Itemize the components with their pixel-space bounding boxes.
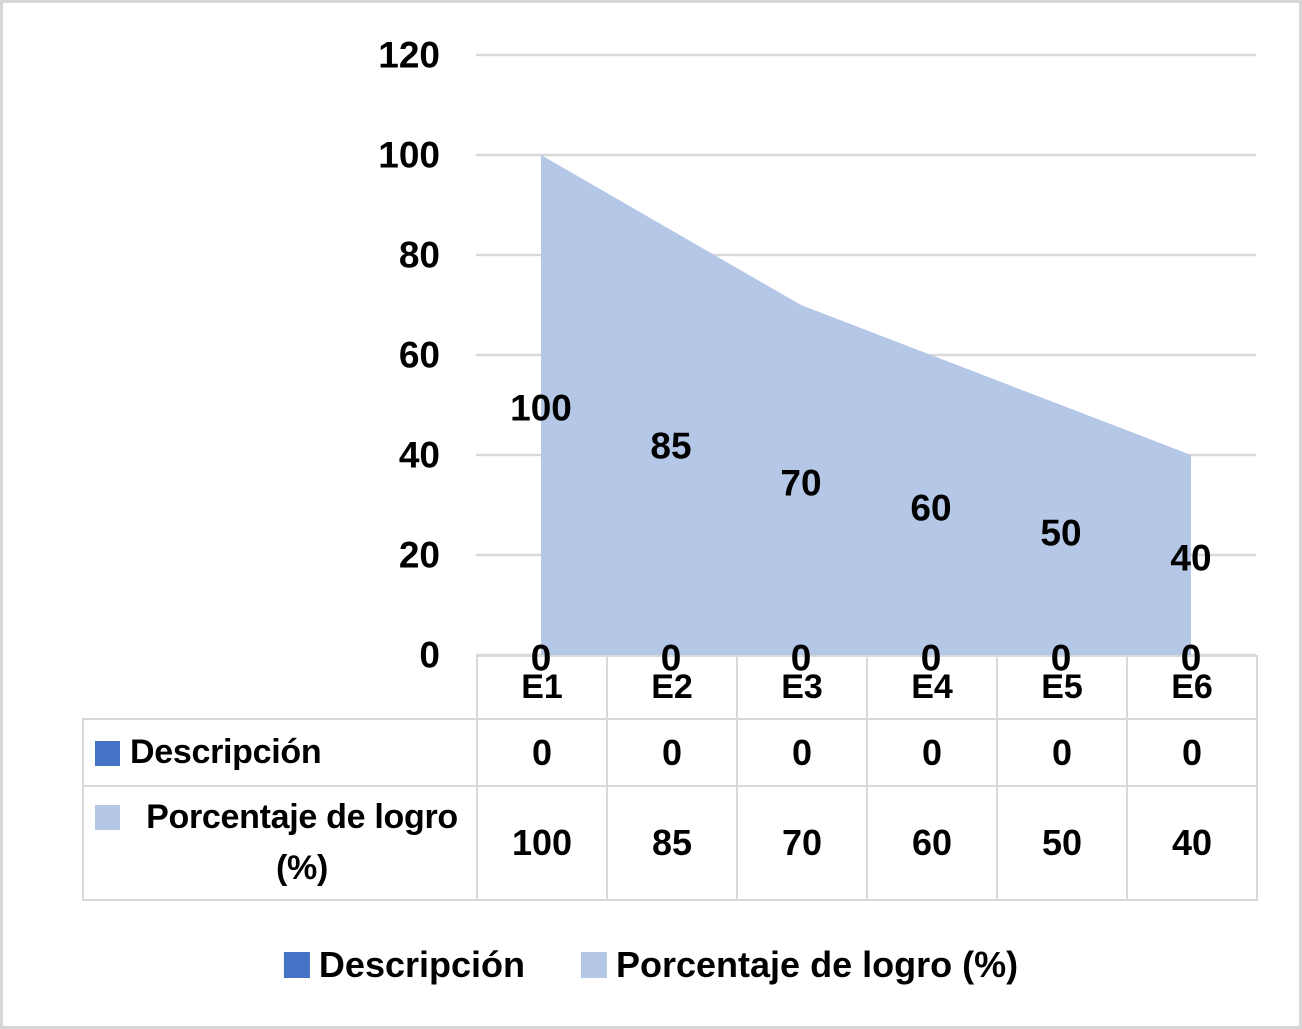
data-label-porcentaje-de-logro: 50 — [1040, 512, 1082, 554]
category-header-e4: E4 — [866, 655, 998, 720]
series-name: Descripción — [130, 733, 322, 771]
table-value-cell: 50 — [996, 785, 1128, 901]
series-row-label: Descripción — [82, 718, 478, 787]
legend-item-descripcion[interactable]: Descripción — [283, 944, 525, 986]
table-value-cell: 0 — [1126, 718, 1258, 787]
data-label-porcentaje-de-logro: 40 — [1170, 537, 1212, 579]
table-header-row: E1 E2 E3 E4 E5 E6 — [83, 655, 1258, 720]
y-axis-tick-label: 80 — [398, 234, 440, 276]
legend-swatch — [581, 952, 607, 978]
category-header-e5: E5 — [996, 655, 1128, 720]
table-value-cell: 0 — [996, 718, 1128, 787]
y-axis-tick-label: 100 — [378, 134, 440, 176]
data-label-descripcion: 0 — [1050, 637, 1072, 679]
table-value-cell: 0 — [476, 718, 608, 787]
table-value-cell: 85 — [606, 785, 738, 901]
category-header-e3: E3 — [736, 655, 868, 720]
table-row-porcentaje-de-logro: Porcentaje de logro (%) 100 85 70 60 50 40 — [82, 785, 1258, 901]
table-corner-blank — [83, 656, 477, 719]
y-axis-tick-label: 0 — [419, 634, 440, 676]
category-header-e1: E1 — [476, 655, 608, 720]
table-value-cell: 40 — [1126, 785, 1258, 901]
legend-label: Descripción — [318, 944, 525, 985]
legend-item-porcentaje-de-logro[interactable]: Porcentaje de logro (%) — [581, 944, 1018, 986]
y-axis-tick-label: 20 — [398, 534, 440, 576]
data-label-porcentaje-de-logro: 100 — [510, 387, 572, 429]
plot-area — [476, 53, 1256, 657]
table-value-cell: 60 — [866, 785, 998, 901]
category-header-e6: E6 — [1126, 655, 1258, 720]
table-value-cell: 0 — [606, 718, 738, 787]
data-label-porcentaje-de-logro: 60 — [910, 487, 952, 529]
data-label-porcentaje-de-logro: 85 — [650, 425, 692, 466]
legend-swatch — [283, 952, 310, 978]
legend-key-swatch — [95, 740, 120, 766]
data-label-descripcion: 0 — [1180, 637, 1202, 679]
table-value-cell: 70 — [736, 785, 868, 901]
data-label-descripcion: 0 — [530, 637, 552, 679]
data-label-descripcion: 0 — [920, 637, 942, 679]
y-axis-tick-label: 60 — [398, 334, 440, 376]
data-label-porcentaje-de-logro: 70 — [780, 462, 822, 504]
data-label-descripcion: 0 — [790, 637, 812, 679]
legend-label: Porcentaje de logro (%) — [616, 944, 1019, 985]
area-series-porcentaje-de-logro[interactable] — [541, 155, 1191, 655]
data-label-descripcion: 0 — [660, 637, 682, 679]
table-value-cell: 0 — [736, 718, 868, 787]
chart-data-table: E1 E2 E3 E4 E5 E6 Descripción 0 0 0 0 0 0 Porcentaje … — [82, 655, 1258, 901]
chart-legend: Descripción Porcentaje de logro (%) — [283, 944, 1018, 986]
y-axis-tick-label: 40 — [398, 434, 440, 476]
table-value-cell: 0 — [866, 718, 998, 787]
table-row-descripcion: Descripción 0 0 0 0 0 0 — [82, 718, 1258, 787]
y-axis-tick-label: 120 — [378, 34, 440, 76]
category-header-e2: E2 — [606, 655, 738, 720]
legend-key-swatch — [95, 805, 120, 830]
table-value-cell: 100 — [476, 785, 608, 901]
series-name: Porcentaje de logro (%) — [146, 798, 458, 887]
series-row-label: Porcentaje de logro (%) — [82, 785, 478, 901]
